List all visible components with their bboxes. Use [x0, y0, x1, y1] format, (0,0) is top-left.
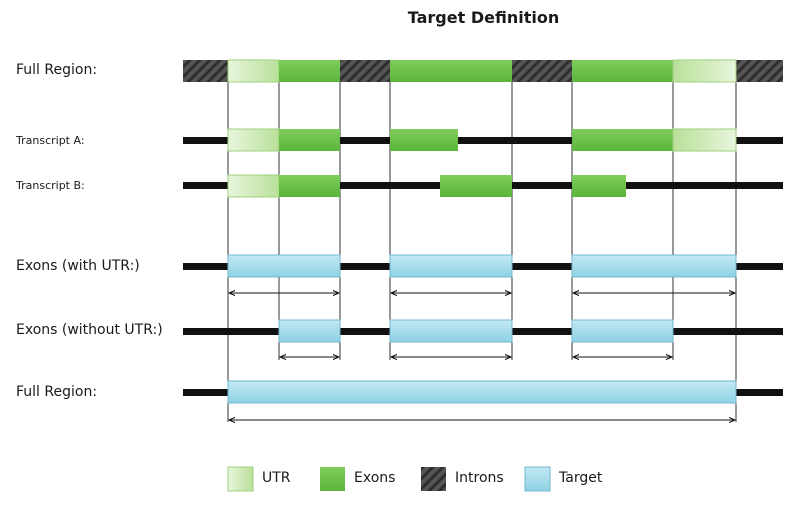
target-segment: [571, 319, 674, 343]
exon-segment: [279, 60, 340, 82]
exon-segment: [279, 175, 340, 197]
legend-swatch-target: [524, 466, 551, 492]
intron-segment: [340, 60, 390, 82]
label-transcript-a: Transcript A:: [16, 134, 85, 147]
target-segment: [227, 380, 737, 404]
utr-segment: [227, 59, 280, 83]
utr-segment: [227, 174, 280, 198]
label-transcript-b: Transcript B:: [16, 179, 85, 192]
intron-line: [183, 137, 783, 144]
full-region-bottom-row: [183, 380, 783, 420]
legend-swatch-exons: [320, 467, 345, 491]
utr-segment: [227, 128, 280, 152]
utr-segment: [672, 128, 737, 152]
exon-segment: [390, 129, 458, 151]
utr-segment: [672, 59, 737, 83]
label-full-region-bottom: Full Region:: [16, 384, 98, 400]
guide-lines: [227, 60, 737, 422]
exon-segment: [279, 129, 340, 151]
transcript-b-row: [183, 174, 783, 198]
exon-segment: [572, 129, 673, 151]
target-segment: [278, 319, 341, 343]
label-exons-without-utr: Exons (without UTR:): [16, 322, 163, 338]
exon-segment: [572, 175, 626, 197]
target-segment: [227, 254, 341, 278]
exons-without-utr-row: [183, 319, 783, 357]
legend-swatch-utr: [227, 466, 254, 492]
legend: [227, 466, 551, 492]
exon-segment: [390, 60, 512, 82]
legend-label-introns: Introns: [455, 470, 504, 486]
exon-segment: [572, 60, 673, 82]
legend-label-target: Target: [559, 470, 603, 486]
target-segment: [389, 319, 513, 343]
target-segment: [389, 254, 513, 278]
exon-segment: [440, 175, 512, 197]
diagram-title: Target Definition: [407, 8, 560, 27]
exons-with-utr-row: [183, 254, 783, 293]
label-full-region-top: Full Region:: [16, 62, 98, 78]
target-segment: [571, 254, 737, 278]
label-exons-with-utr: Exons (with UTR:): [16, 258, 140, 274]
intron-segment: [512, 60, 572, 82]
legend-swatch-introns: [421, 467, 446, 491]
transcript-a-row: [183, 128, 783, 152]
intron-segment: [736, 60, 783, 82]
full-region-top-row: [183, 59, 783, 83]
legend-label-utr: UTR: [262, 470, 291, 486]
legend-label-exons: Exons: [354, 470, 396, 486]
intron-segment: [183, 60, 228, 82]
